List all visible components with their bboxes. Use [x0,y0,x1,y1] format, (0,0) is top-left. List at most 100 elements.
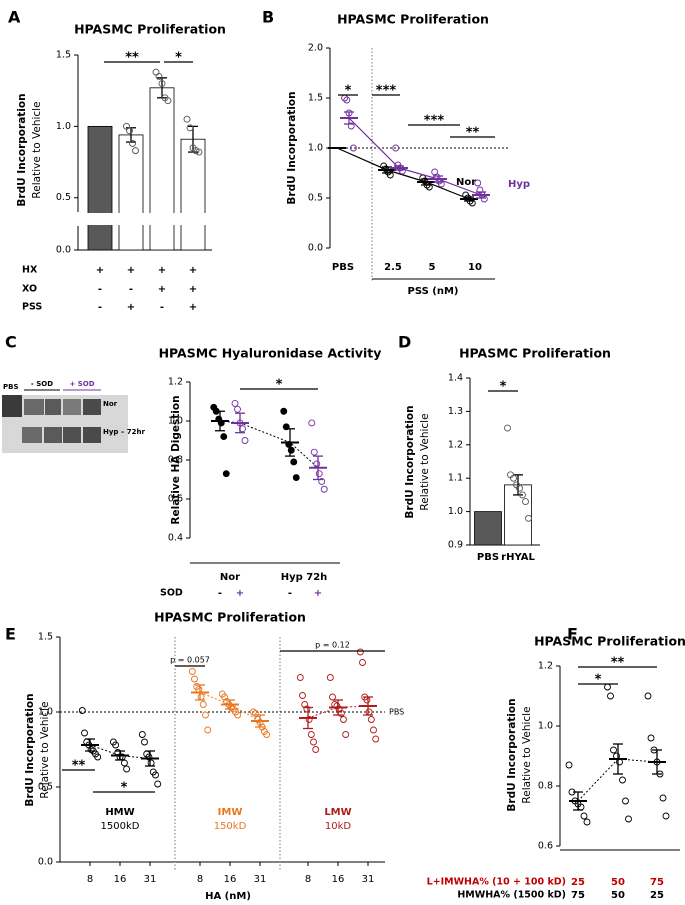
data-point [222,470,230,478]
row-label: L+IMWHA% (10 + 100 kD) [427,877,566,888]
y-tick-label: 1.2 [168,377,183,388]
data-point [221,693,228,701]
significance-label: * [121,781,128,796]
data-point [220,433,228,441]
data-point [519,491,526,499]
data-point [296,674,304,681]
data-point [85,741,93,749]
data-point [337,710,345,717]
data-point [516,484,523,492]
blot-band [22,427,42,443]
panel-letter: A [8,8,21,27]
data-point [478,191,486,199]
data-point [292,474,300,481]
data-point [252,710,260,717]
data-point [303,705,311,713]
row-value: + [314,588,322,599]
group-label: IMW [218,807,243,818]
data-point [370,726,377,734]
data-point [474,179,482,187]
x-tick-label: rHYAL [501,552,535,563]
row-value: - [218,588,222,599]
blot-row-label: Hyp – 72hr [103,428,146,436]
data-point [204,726,212,734]
data-point [199,701,207,708]
data-point [662,812,670,820]
x-tick-label: 10 [468,262,482,273]
data-point [433,173,441,181]
bar [474,511,502,546]
data-point [256,719,264,726]
data-point [202,711,209,719]
data-point [147,759,155,767]
blot-band [44,427,62,443]
y-tick-label: 0.0 [308,243,323,254]
row-value: + [158,284,166,295]
group-label: LMW [324,807,351,818]
data-point [186,124,194,132]
data-point [263,731,271,738]
x-axis-label: HA (nM) [205,891,251,902]
group-label: HMW [105,807,134,818]
significance-label: ** [125,51,139,66]
row-value: + [127,302,135,313]
row-value: + [158,265,166,276]
y-tick-label: 1.4 [448,373,463,384]
data-point [372,735,380,743]
y-axis-label: Relative to Vehicle [419,413,431,510]
row-value: - [98,302,102,313]
significance-label: * [175,51,182,66]
blot-band [2,395,22,417]
y-axis-label: BrdU Incorporation [286,91,298,204]
row-label: HX [22,265,38,276]
data-point [583,818,591,826]
data-point [644,692,652,700]
reference-label: PBS [389,708,404,717]
row-value: + [189,265,197,276]
blot-band [24,399,44,415]
data-point [342,731,350,738]
bar [87,125,113,251]
row-value: 50 [611,890,625,901]
y-tick-label: 0.6 [538,841,553,852]
data-point [659,794,667,802]
data-point [466,197,474,205]
row-value: - [98,284,102,295]
y-axis-label: BrdU Incorporation [404,405,416,518]
data-point [345,109,353,117]
row-label: HMWHA% (1500 kD) [457,890,566,901]
data-point [335,705,343,713]
row-value: - [160,302,164,313]
data-point [386,171,394,179]
y-tick-label: 0.8 [168,455,183,466]
significance-label: * [500,380,507,395]
y-axis-label: Relative to Vehicle [31,101,43,198]
data-point [310,738,317,746]
y-tick-label: 1.5 [308,93,323,104]
data-point [340,716,347,723]
data-point [138,731,146,738]
y-axis-label: Relative to Vehicle [39,701,51,798]
blot-image: PBS - SOD + SOD Nor Hyp – 72hr [2,380,146,453]
y-tick-label: 0.8 [538,781,553,792]
group-sublabel: 1500kD [101,821,140,832]
x-tick-label: 16 [332,874,345,885]
panel-letter: F [567,625,578,644]
data-point [152,771,159,779]
x-tick-label: 16 [224,874,237,885]
data-point [126,127,133,135]
y-tick-label: 1.0 [308,143,323,154]
data-point [647,734,655,742]
data-point [145,753,153,761]
data-point [152,68,160,76]
data-point [359,659,366,666]
data-point [154,780,162,788]
y-tick-label: 1.5 [56,50,71,61]
y-axis-label: Relative to Vehicle [521,706,533,803]
data-point [607,692,614,700]
data-point [212,407,220,415]
panel-title: HPASMC Proliferation [337,12,489,27]
significance-label: * [595,673,602,688]
data-point [164,97,172,105]
